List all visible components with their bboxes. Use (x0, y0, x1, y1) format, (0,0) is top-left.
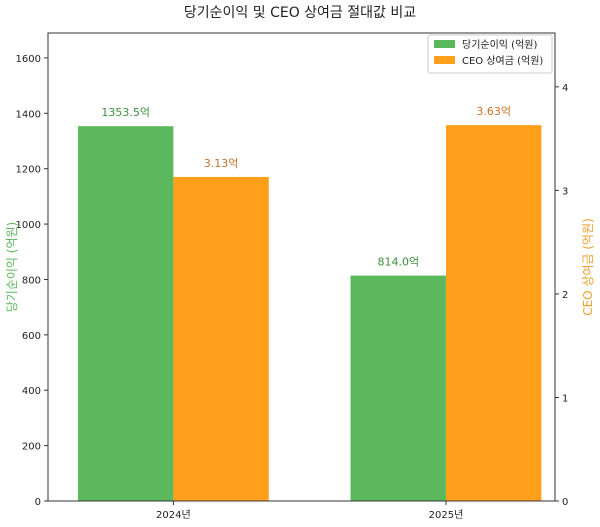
bar-ceo-bonus-2025년 (445, 125, 542, 501)
y-right-tick-label: 2 (562, 290, 568, 301)
y-left-tick-label: 800 (22, 275, 41, 286)
data-label: 3.63억 (476, 105, 511, 118)
y-left-label: 당기순이익 (억원) (5, 222, 19, 312)
bar-net-income-2024년 (77, 126, 174, 501)
y-right-label: CEO 상여금 (억원) (581, 218, 595, 316)
bar-net-income-2025년 (350, 275, 446, 501)
data-label: 1353.5억 (101, 106, 150, 119)
y-right-tick-label: 3 (562, 186, 568, 197)
legend-swatch (434, 40, 455, 48)
x-tick-label: 2024년 (156, 509, 191, 521)
y-right-tick-label: 1 (562, 393, 568, 404)
y-right-tick-label: 0 (562, 497, 568, 508)
y-left-tick-label: 1200 (16, 165, 41, 176)
legend-label: CEO 상여금 (억원) (462, 55, 543, 67)
data-label: 3.13억 (204, 157, 239, 170)
y-left-tick-label: 600 (22, 331, 41, 342)
y-right-tick-label: 4 (562, 83, 568, 94)
y-left-tick-label: 0 (35, 497, 41, 508)
y-left-tick-label: 1600 (16, 54, 41, 65)
legend: 당기순이익 (억원) CEO 상여금 (억원) (427, 34, 553, 74)
legend-box (427, 34, 553, 74)
bar-ceo-bonus-2024년 (173, 176, 269, 501)
y-left-tick-label: 400 (22, 386, 41, 397)
legend-label: 당기순이익 (억원) (462, 39, 537, 51)
y-left-tick-label: 1000 (16, 220, 41, 231)
legend-swatch (434, 56, 455, 64)
x-tick-label: 2025년 (429, 509, 464, 521)
y-left-tick-label: 200 (22, 442, 41, 453)
data-label: 814.0억 (377, 256, 419, 269)
chart-title: 당기순이익 및 CEO 상여금 절대값 비교 (184, 5, 416, 21)
plot-frame (47, 32, 556, 502)
y-left-tick-label: 1400 (16, 109, 41, 120)
